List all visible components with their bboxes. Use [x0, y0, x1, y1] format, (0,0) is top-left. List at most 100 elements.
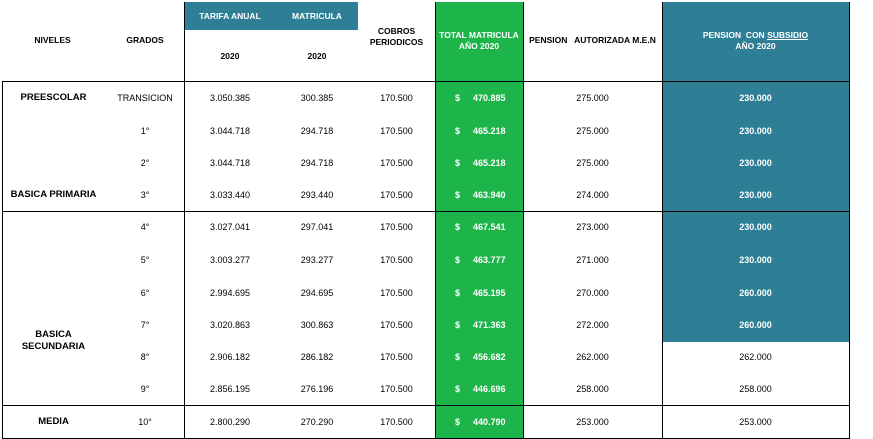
cell-tarifa: 2.906.182	[209, 352, 251, 362]
cell-pension-men: 273.000	[576, 222, 609, 232]
cell-cobros: 170.500	[380, 288, 413, 298]
cell-subsidio: 258.000	[739, 384, 772, 394]
level-basica-primaria: BASICA PRIMARIA	[10, 189, 97, 200]
cell-grado: 3°	[140, 190, 150, 200]
cell-matricula: 286.182	[300, 352, 334, 362]
cell-tarifa: 3.003.277	[209, 255, 251, 265]
header-grados: GRADOS	[126, 34, 164, 45]
header-tarifa-year: 2020	[220, 50, 240, 61]
cell-tarifa: 3.027.041	[209, 222, 251, 232]
cell-pension-men: 258.000	[576, 384, 609, 394]
cell-total: 463.940	[473, 190, 506, 200]
cell-matricula: 297.041	[300, 222, 334, 232]
cell-cobros: 170.500	[380, 93, 413, 103]
grid-line	[662, 2, 663, 439]
cell-grado: 5°	[140, 255, 150, 265]
cell-pension-men: 272.000	[576, 320, 609, 330]
cell-cobros: 170.500	[380, 352, 413, 362]
cell-total: 470.885	[473, 93, 506, 103]
grid-line	[435, 2, 436, 439]
cell-matricula: 293.440	[300, 190, 334, 200]
cell-pension-men: 274.000	[576, 190, 609, 200]
header-matricula-year: 2020	[307, 50, 327, 61]
grid-line	[2, 211, 850, 212]
cell-pension-men: 275.000	[576, 158, 609, 168]
cell-pension-men: 275.000	[576, 126, 609, 136]
cell-total: 465.195	[473, 288, 506, 298]
cell-matricula: 270.290	[300, 417, 334, 427]
cell-grado: 10°	[138, 417, 152, 427]
cell-grado: 8°	[140, 352, 150, 362]
subsidio-highlight-bg	[662, 82, 849, 342]
cell-total: 465.218	[473, 158, 506, 168]
cell-cobros: 170.500	[380, 320, 413, 330]
level-media: MEDIA	[38, 416, 69, 427]
cell-matricula: 294.695	[300, 288, 334, 298]
currency-sign: $	[455, 158, 461, 168]
cell-subsidio: 230.000	[739, 255, 772, 265]
cell-matricula: 300.385	[300, 93, 334, 103]
cell-tarifa: 3.033.440	[209, 190, 251, 200]
cell-matricula: 294.718	[300, 158, 334, 168]
matricula-header-bg	[276, 2, 358, 30]
cell-cobros: 170.500	[380, 384, 413, 394]
cell-subsidio: 253.000	[739, 417, 772, 427]
header-total: TOTAL MATRICULA AÑO 2020	[439, 30, 519, 51]
cell-total: 471.363	[473, 320, 506, 330]
cell-pension-men: 253.000	[576, 417, 609, 427]
header-niveles: NIVELES	[34, 34, 71, 45]
cell-tarifa: 3.044.718	[209, 126, 251, 136]
cell-cobros: 170.500	[380, 222, 413, 232]
currency-sign: $	[455, 222, 461, 232]
grid-line	[184, 2, 185, 439]
cell-subsidio: 262.000	[739, 352, 772, 362]
cell-tarifa: 3.044.718	[209, 158, 251, 168]
header-pension-subsidio: PENSION CON SUBSIDIO AÑO 2020	[702, 30, 809, 51]
cell-grado: 1°	[140, 126, 150, 136]
cell-grado: 4°	[140, 222, 150, 232]
grid-line	[523, 2, 524, 439]
cell-subsidio: 260.000	[739, 320, 772, 330]
cell-pension-men: 275.000	[576, 93, 609, 103]
grid-line	[2, 82, 3, 439]
cell-grado: 2°	[140, 158, 150, 168]
total-column-bg	[435, 2, 523, 439]
cell-tarifa: 3.050.385	[209, 93, 251, 103]
currency-sign: $	[455, 255, 461, 265]
grid-line	[849, 2, 850, 439]
currency-sign: $	[455, 93, 461, 103]
cell-tarifa: 2.994.695	[209, 288, 251, 298]
cell-subsidio: 230.000	[739, 126, 772, 136]
cell-total: 463.777	[473, 255, 506, 265]
cell-cobros: 170.500	[380, 190, 413, 200]
cell-subsidio: 230.000	[739, 190, 772, 200]
cell-total: 467.541	[473, 222, 506, 232]
cell-matricula: 293.277	[300, 255, 334, 265]
currency-sign: $	[455, 190, 461, 200]
currency-sign: $	[455, 384, 461, 394]
grid-line	[2, 81, 850, 82]
currency-sign: $	[455, 352, 461, 362]
cell-tarifa: 2.800.290	[209, 417, 251, 427]
cell-total: 446.696	[473, 384, 506, 394]
cell-total: 465.218	[473, 126, 506, 136]
currency-sign: $	[455, 417, 461, 427]
cell-matricula: 294.718	[300, 126, 334, 136]
currency-sign: $	[455, 126, 461, 136]
currency-sign: $	[455, 288, 461, 298]
cell-grado: 7°	[140, 320, 150, 330]
cell-grado: TRANSICION	[117, 93, 173, 103]
header-tarifa: TARIFA ANUAL	[199, 10, 261, 21]
header-matricula: MATRICULA	[292, 10, 342, 21]
cell-subsidio: 260.000	[739, 288, 772, 298]
header-pension-men: PENSION AUTORIZADA M.E.N	[529, 34, 656, 45]
cell-tarifa: 2.856.195	[209, 384, 251, 394]
cell-tarifa: 3.020.863	[209, 320, 251, 330]
cell-pension-men: 270.000	[576, 288, 609, 298]
grid-line	[2, 405, 850, 406]
cell-cobros: 170.500	[380, 126, 413, 136]
level-basica-secundaria: BASICA SECUNDARIA	[21, 329, 86, 352]
tarifa-header-bg	[184, 2, 276, 30]
cell-subsidio: 230.000	[739, 158, 772, 168]
cell-total: 456.682	[473, 352, 506, 362]
